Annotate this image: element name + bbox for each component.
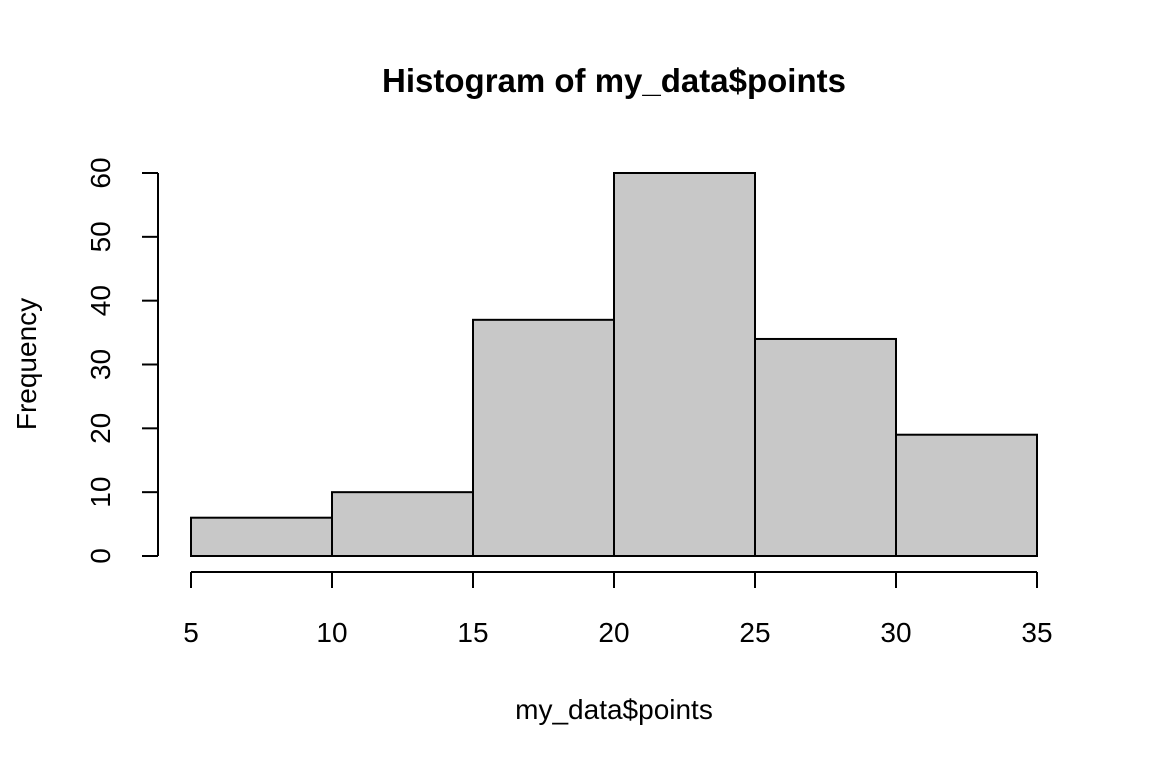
x-tick-label: 25 [739, 617, 770, 648]
x-tick-label: 35 [1021, 617, 1052, 648]
y-tick-label: 50 [85, 221, 116, 252]
y-tick-label: 40 [85, 285, 116, 316]
y-tick-label: 20 [85, 413, 116, 444]
x-tick-label: 10 [316, 617, 347, 648]
y-tick-label: 60 [85, 157, 116, 188]
chart-title: Histogram of my_data$points [382, 62, 846, 99]
y-axis-label: Frequency [11, 298, 42, 430]
x-tick-label: 15 [457, 617, 488, 648]
x-tick-label: 20 [598, 617, 629, 648]
bars-group [190, 172, 1038, 558]
y-tick-label: 30 [85, 349, 116, 380]
x-axis-label: my_data$points [515, 694, 713, 725]
histogram-bar [190, 516, 333, 558]
y-axis: 0 10 20 30 40 50 60 [85, 157, 159, 564]
y-tick-label: 10 [85, 477, 116, 508]
x-tick-label: 5 [183, 617, 199, 648]
x-axis: 5 10 15 20 25 30 35 [183, 571, 1053, 648]
x-tick-label: 30 [880, 617, 911, 648]
histogram-bar [331, 491, 474, 557]
histogram-bar [613, 172, 756, 557]
y-tick-label: 0 [85, 548, 116, 564]
histogram-bar [895, 433, 1038, 558]
histogram-bar [472, 318, 615, 558]
histogram-bar [754, 337, 897, 558]
